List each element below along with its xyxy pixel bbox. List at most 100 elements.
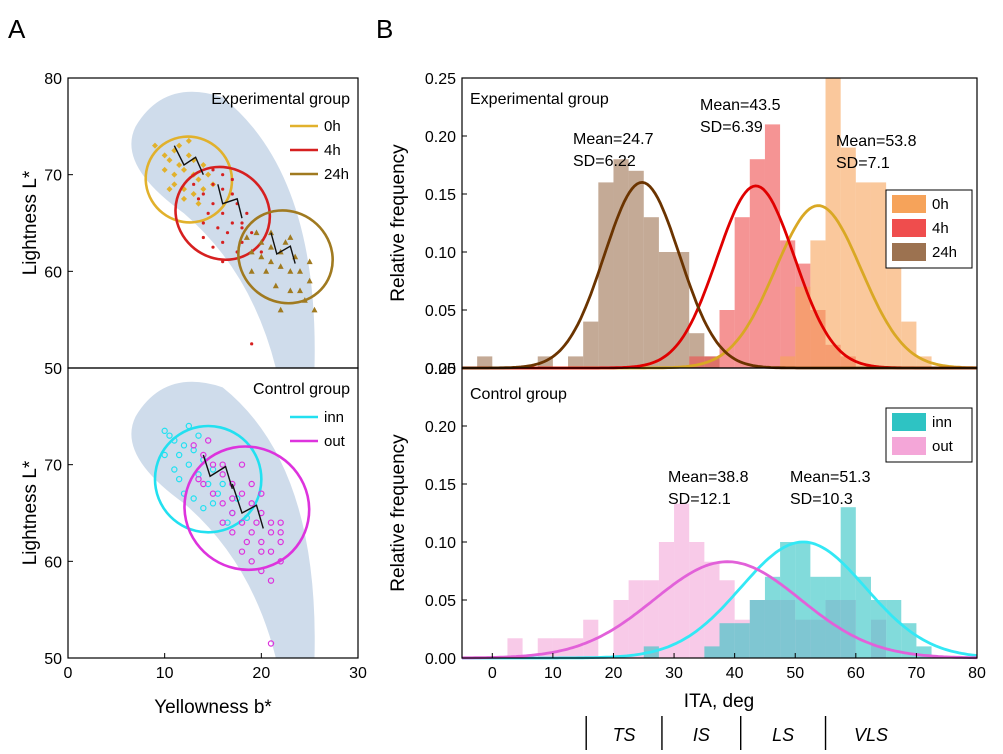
plot-frame <box>461 367 978 659</box>
bar-inn <box>749 600 765 658</box>
color-gamut-background <box>131 91 315 368</box>
point-inn <box>171 466 178 473</box>
x-tick-label: 80 <box>968 665 986 682</box>
point-4h <box>250 342 254 346</box>
y-tick-label: 0.00 <box>425 651 456 668</box>
bar-24h <box>674 252 690 368</box>
bar-out <box>628 580 644 658</box>
x-tick-label: 20 <box>252 665 270 682</box>
x-tick-label: 70 <box>908 665 926 682</box>
bar-4h <box>689 356 705 368</box>
bar-inn <box>780 542 796 658</box>
legend-swatch-out <box>892 437 926 455</box>
point-24h <box>277 306 284 313</box>
x-tick-label: 30 <box>665 665 683 682</box>
bar-4h <box>719 310 735 368</box>
point-4h <box>192 182 196 186</box>
bar-out <box>507 638 523 658</box>
point-0h <box>176 162 183 168</box>
point-0h <box>205 171 212 178</box>
y-ticks: 50 60 70 80 <box>44 71 73 378</box>
y-axis-label: Relative frequency <box>388 144 409 302</box>
point-inn <box>219 480 226 488</box>
annotation-4h-sd: SD=6.39 <box>700 119 763 136</box>
legend-swatch-0h <box>892 195 926 213</box>
point-0h <box>195 200 202 207</box>
point-out <box>238 490 246 497</box>
legend-label-out: out <box>324 433 346 450</box>
y-tick-label: 0.20 <box>425 129 456 146</box>
point-out <box>277 558 284 565</box>
point-0h <box>161 152 168 159</box>
y-tick-label: 0.25 <box>425 361 456 378</box>
point-0h <box>185 137 192 144</box>
point-0h <box>181 166 187 173</box>
point-24h <box>272 282 279 289</box>
point-inn <box>166 432 173 439</box>
bar-0h <box>916 356 932 368</box>
point-inn <box>195 432 202 439</box>
legend: inn out <box>885 407 973 463</box>
histogram-control: Control group inn out Mean=38.8 SD=12.1 … <box>388 361 986 712</box>
y-ticks: 50 60 70 <box>44 458 73 668</box>
point-24h <box>277 263 284 269</box>
point-out <box>229 509 236 517</box>
y-tick-label: 80 <box>44 71 62 88</box>
point-out <box>267 529 275 536</box>
y-axis-label: Lightness L* <box>20 460 41 565</box>
point-4h <box>211 182 215 186</box>
bar-inn <box>855 576 871 658</box>
point-24h <box>282 239 289 245</box>
legend-label-0h: 0h <box>932 196 949 213</box>
panel-letter-a: A <box>8 14 26 44</box>
point-24h <box>287 268 294 274</box>
bar-inn <box>810 576 826 658</box>
bar-24h <box>583 321 599 368</box>
point-24h <box>287 287 294 294</box>
point-4h <box>221 211 225 215</box>
point-out <box>277 519 284 526</box>
point-inn <box>190 495 197 502</box>
point-out <box>253 519 260 526</box>
legend-label-4h: 4h <box>932 220 949 237</box>
panel-title: Experimental group <box>211 91 350 108</box>
plot-frame <box>67 367 359 659</box>
x-tick-label: 40 <box>726 665 744 682</box>
point-out <box>219 500 226 507</box>
x-tick-label: 10 <box>544 665 562 682</box>
point-24h <box>311 306 318 313</box>
x-tick-label: 20 <box>605 665 623 682</box>
bar-0h <box>901 321 917 368</box>
y-tick-label: 0.15 <box>425 477 456 494</box>
point-4h <box>201 221 205 225</box>
class-label-vls: VLS <box>854 725 888 745</box>
scatter-experimental: Experimental group 0h 4h 24h 50 60 70 80 Li… <box>20 71 359 378</box>
point-4h <box>230 192 234 196</box>
point-4h <box>225 231 230 235</box>
bar-out <box>643 580 659 658</box>
point-4h <box>201 192 205 196</box>
bar-4h <box>734 217 750 368</box>
bar-inn <box>916 646 932 658</box>
point-4h <box>201 235 205 240</box>
bar-24h <box>628 170 644 368</box>
bar-4h <box>704 356 720 368</box>
point-4h <box>211 168 215 172</box>
y-tick-label: 0.10 <box>425 245 456 262</box>
bar-0h <box>810 240 826 368</box>
class-label-ls: LS <box>772 725 794 745</box>
point-24h <box>248 268 255 274</box>
point-out <box>267 577 275 584</box>
point-4h <box>196 197 201 201</box>
legend-label-out: out <box>932 438 954 455</box>
point-out <box>195 475 202 483</box>
bar-out <box>583 619 599 658</box>
point-4h <box>221 260 225 264</box>
bar-0h <box>886 252 902 368</box>
point-inn <box>185 461 193 468</box>
point-out <box>258 538 265 546</box>
point-24h <box>306 258 313 265</box>
panel-letter-b: B <box>376 14 393 44</box>
point-0h <box>200 162 207 168</box>
point-4h <box>211 202 215 206</box>
